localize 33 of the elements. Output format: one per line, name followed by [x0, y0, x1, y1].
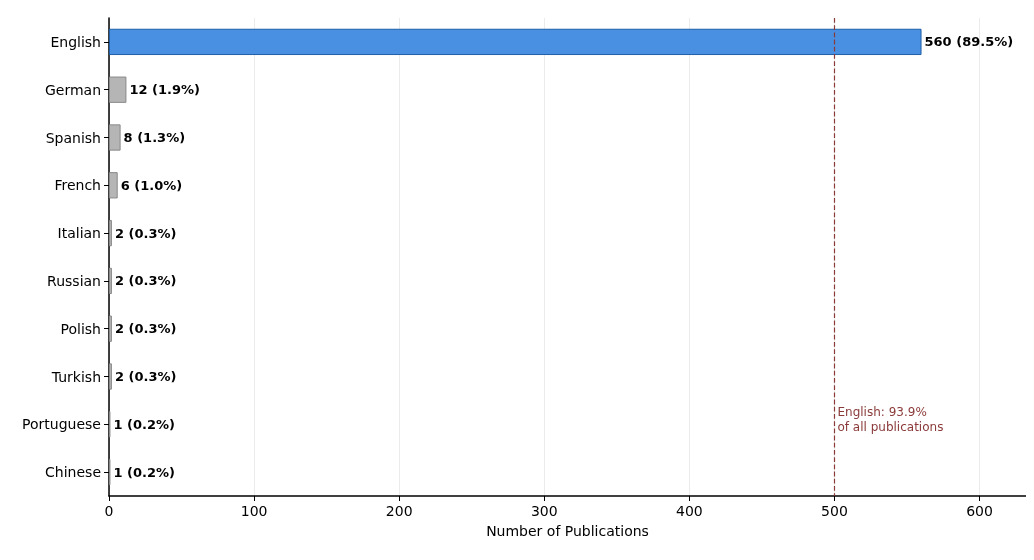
- data-label: 2 (0.3%): [114, 273, 177, 289]
- y-tick-label: Polish: [60, 320, 101, 337]
- x-tick-label: 200: [385, 503, 413, 519]
- y-tick-label: Italian: [57, 225, 101, 242]
- data-label: 6 (1.0%): [120, 177, 183, 193]
- y-tick-label: English: [50, 33, 101, 50]
- y-tick-label: French: [54, 177, 101, 194]
- y-tick-label: Turkish: [50, 368, 101, 385]
- y-tick-label: German: [44, 81, 101, 98]
- data-label: 2 (0.3%): [114, 225, 177, 241]
- data-label: 1 (0.2%): [113, 464, 175, 480]
- data-label: 2 (0.3%): [114, 369, 177, 384]
- annotation: English: 93.9% of all publications: [837, 404, 944, 434]
- bar: [109, 28, 922, 56]
- y-tick-label: Russian: [47, 272, 101, 289]
- x-tick-label: 100: [240, 503, 268, 519]
- y-tick-label: Portuguese: [22, 416, 101, 433]
- data-label: 1 (0.2%): [113, 416, 175, 432]
- data-label: 2 (0.3%): [114, 321, 177, 337]
- x-tick-label: 400: [676, 503, 703, 519]
- x-tick-label: 500: [821, 503, 848, 519]
- y-tick-label: Chinese: [45, 464, 101, 481]
- x-axis-title: Number of Publications: [486, 523, 649, 539]
- data-label: 8 (1.3%): [123, 130, 186, 145]
- data-label: 12 (1.9%): [129, 82, 200, 98]
- bar: [109, 76, 127, 103]
- bar: [109, 172, 118, 199]
- x-tick-label: 0: [104, 503, 114, 519]
- x-tick-label: 300: [530, 503, 558, 519]
- bar: [109, 124, 121, 151]
- y-tick-label: Spanish: [45, 129, 101, 146]
- data-label: 560 (89.5%): [924, 34, 1014, 50]
- x-tick-label: 600: [966, 503, 993, 519]
